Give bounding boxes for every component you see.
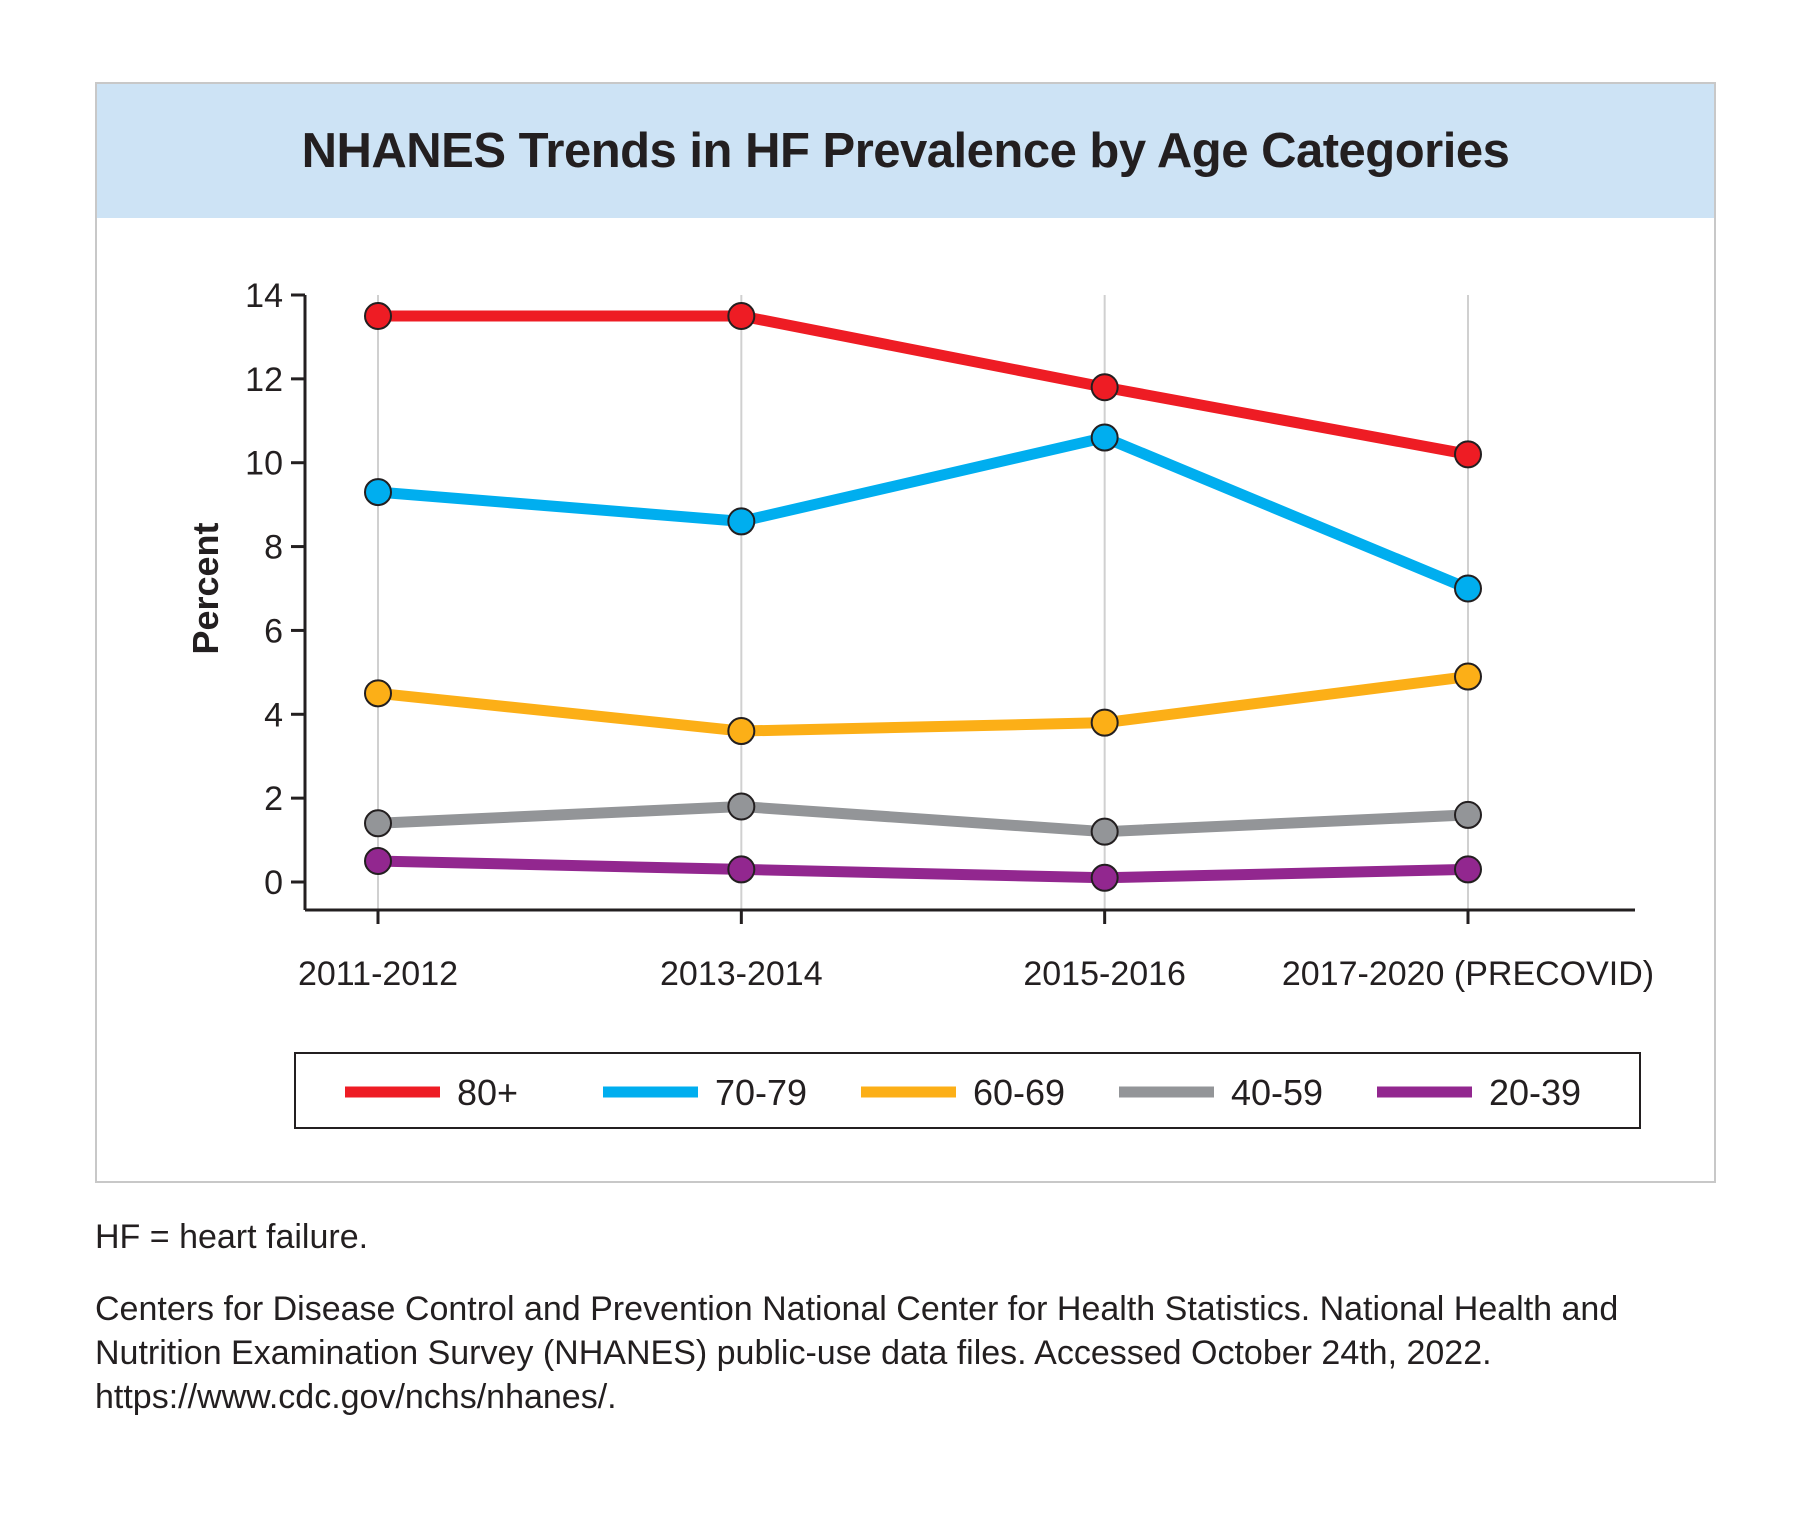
data-point	[1454, 800, 1482, 829]
y-tick-label: 10	[245, 445, 283, 483]
legend-item: 20-39	[1377, 1072, 1581, 1113]
data-point	[727, 301, 756, 330]
y-tick-label: 2	[264, 780, 283, 818]
abbreviation-note: HF = heart failure.	[95, 1218, 369, 1256]
x-tick-label: 2017-2020 (PRECOVID)	[1282, 955, 1654, 993]
legend-label: 40-59	[1231, 1072, 1323, 1113]
title-band: NHANES Trends in HF Prevalence by Age Ca…	[97, 84, 1714, 218]
data-point	[1090, 423, 1119, 452]
legend-label: 70-79	[715, 1072, 807, 1113]
y-tick-label: 8	[264, 529, 283, 567]
data-point	[364, 847, 392, 876]
chart-title: NHANES Trends in HF Prevalence by Age Ca…	[301, 124, 1510, 178]
legend-label: 60-69	[973, 1072, 1065, 1113]
data-point	[1454, 855, 1482, 884]
x-tick-label: 2015-2016	[1023, 955, 1186, 993]
series-line	[372, 801, 1474, 838]
series-20-39	[364, 847, 1482, 892]
series-lines	[364, 301, 1482, 892]
legend-item: 40-59	[1119, 1072, 1323, 1113]
series-line	[372, 671, 1474, 737]
data-point	[727, 507, 756, 536]
data-point	[364, 478, 392, 507]
data-point	[364, 679, 392, 708]
legend-item: 60-69	[861, 1072, 1065, 1113]
data-point	[364, 809, 392, 838]
y-tick-label: 6	[264, 612, 283, 650]
figure-box: NHANES Trends in HF Prevalence by Age Ca…	[95, 82, 1716, 1183]
series-80+	[364, 301, 1482, 469]
y-axis-title: Percent	[185, 522, 226, 654]
y-tick-label: 0	[264, 864, 283, 902]
line-chart: 0 2 4 6 8 10 12 14 2011-2012 2013-2014 2015-2016 20…	[185, 277, 1654, 1129]
x-tick-label: 2011-2012	[298, 955, 458, 993]
y-tick-label: 4	[264, 696, 283, 734]
legend-item: 80+	[345, 1072, 518, 1113]
source-note: Centers for Disease Control and Preventi…	[95, 1290, 1619, 1416]
series-line	[372, 310, 1474, 460]
y-tick-label: 14	[245, 277, 283, 315]
series-line	[372, 432, 1474, 594]
data-point	[1090, 708, 1119, 737]
x-tick-label: 2013-2014	[660, 955, 823, 993]
axes: 0 2 4 6 8 10 12 14 2011-2012 2013-2014 2015-2016 20…	[185, 277, 1654, 993]
series-line	[372, 855, 1474, 884]
data-point	[364, 301, 392, 330]
legend-label: 80+	[457, 1072, 518, 1113]
series-60-69	[364, 662, 1482, 746]
legend-label: 20-39	[1489, 1072, 1581, 1113]
data-point	[1454, 440, 1482, 469]
data-point	[727, 717, 756, 746]
data-point	[1454, 662, 1482, 691]
data-point	[1454, 574, 1482, 603]
series-70-79	[364, 423, 1482, 603]
data-point	[1090, 817, 1119, 846]
data-point	[727, 855, 756, 884]
data-point	[1090, 863, 1119, 892]
data-point	[1090, 373, 1119, 402]
series-40-59	[364, 792, 1482, 846]
y-tick-label: 12	[245, 361, 283, 399]
legend-item: 70-79	[603, 1072, 807, 1113]
data-point	[727, 792, 756, 821]
legend: 80+ 70-79 60-69 40-59 20-39	[294, 1052, 1641, 1129]
